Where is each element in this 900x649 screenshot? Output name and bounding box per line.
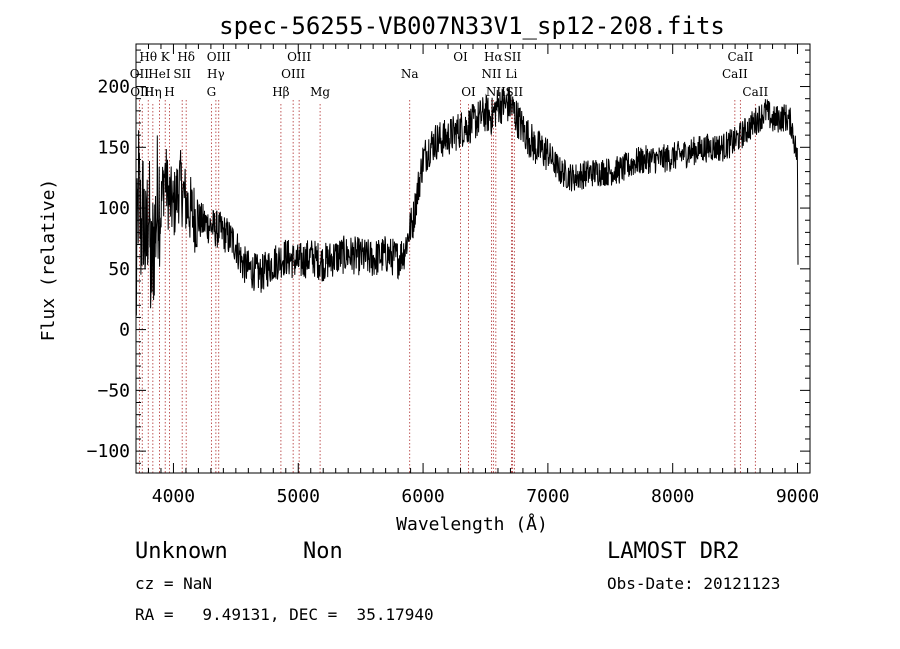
line-label: Hβ [272,85,289,99]
y-tick-label: 100 [97,198,130,219]
line-label: Hη [144,85,162,99]
chart-title: spec-56255-VB007N33V1_sp12-208.fits [219,12,725,40]
redshift-text: cz = NaN [135,574,213,593]
y-tick-label: −100 [87,441,130,462]
line-label: OI [461,85,476,99]
line-label: Hγ [207,67,225,81]
line-label: CaII [727,50,753,64]
subclass-label: Non [303,539,343,564]
x-tick-label: 7000 [526,486,569,507]
emission-line-markers [138,100,756,473]
line-label: Hα [484,50,503,64]
x-tick-label: 9000 [776,486,819,507]
line-label: H [164,85,174,99]
line-label: CaII [722,67,748,81]
line-label: Mg [310,85,330,99]
line-label: SII [173,67,191,81]
line-label: Hδ [177,50,195,64]
y-tick-label: 50 [108,259,130,280]
line-label: OIII [287,50,311,64]
line-label: NII [486,85,506,99]
line-label: NII [481,67,501,81]
line-label: HeI [148,67,171,81]
class-label: Unknown [135,539,228,564]
x-tick-label: 6000 [401,486,444,507]
x-axis: 4000 5000 6000 7000 8000 9000 [147,44,819,507]
survey-label: LAMOST DR2 [607,539,740,564]
y-tick-label: 0 [119,320,130,341]
y-tick-label: −50 [97,380,130,401]
y-axis-label: Flux (relative) [38,179,59,342]
x-axis-label: Wavelength (Å) [396,513,548,535]
y-axis: −100 −50 0 50 100 150 200 [87,49,810,464]
line-label: SII [504,50,522,64]
line-label: OIII [281,67,305,81]
line-label: K [161,50,171,64]
spectrum-line [135,87,799,316]
y-tick-label: 150 [97,137,130,158]
line-label: Li [506,67,518,81]
line-label: CaII [742,85,768,99]
line-label: OIII [207,50,231,64]
obs-date-text: Obs-Date: 20121123 [607,574,781,593]
x-tick-label: 4000 [152,486,195,507]
line-label: G [207,85,217,99]
x-tick-label: 5000 [277,486,320,507]
line-label: OI [453,50,468,64]
y-tick-label: 200 [97,77,130,98]
x-tick-label: 8000 [651,486,694,507]
line-label: Hθ [139,50,157,64]
line-label: Na [401,67,419,81]
radec-text: RA = 9.49131, DEC = 35.17940 [135,605,434,624]
